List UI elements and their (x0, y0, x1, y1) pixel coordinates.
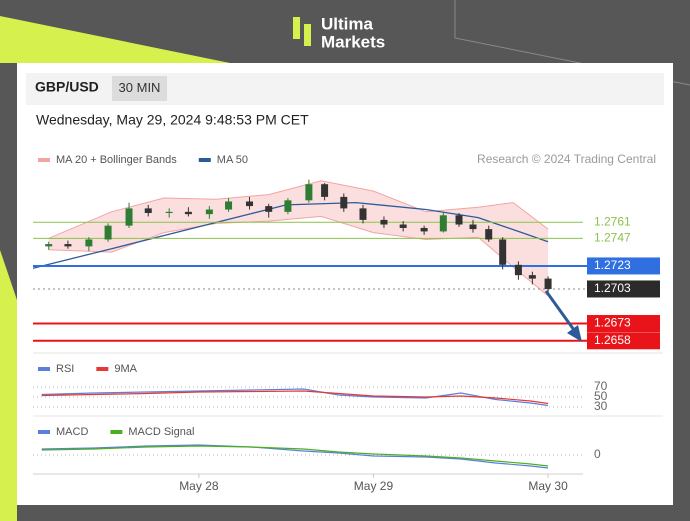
arrow-head (567, 325, 582, 342)
indicator-line (41, 390, 549, 405)
candle-body (184, 211, 192, 215)
candle-body (205, 209, 213, 215)
x-tick-label: May 29 (354, 479, 394, 493)
candle-body (144, 208, 152, 213)
level-label: 1.2673 (594, 316, 631, 330)
x-tick-label: May 28 (179, 479, 219, 493)
legend-swatch (96, 367, 109, 371)
band-lower (48, 215, 549, 297)
candle-body (165, 211, 173, 213)
legend-label: MA 20 + Bollinger Bands (56, 154, 177, 166)
y-tick-label: 0 (594, 447, 601, 461)
symbol: GBP/USD (35, 79, 99, 95)
interval: 30 MIN (119, 80, 161, 95)
candle-body (380, 219, 388, 225)
candle-body (514, 264, 522, 276)
logo-icon (293, 17, 300, 39)
candle-body (399, 224, 407, 228)
brand: Ultima (321, 14, 374, 33)
candle-body (305, 184, 313, 201)
level-box (587, 257, 660, 275)
candle-body (265, 206, 273, 212)
interval-box (112, 76, 167, 101)
legend-label: MA 50 (217, 154, 248, 166)
legend-swatch (198, 158, 211, 162)
candle-body (225, 201, 233, 210)
brand: Markets (321, 32, 385, 51)
candle-body (246, 201, 254, 207)
candle-body (64, 244, 72, 247)
candle-body (45, 244, 53, 247)
level-label: 1.2703 (594, 281, 631, 295)
candle-body (104, 225, 112, 240)
indicator-line (41, 445, 549, 467)
candle-body (528, 275, 536, 279)
candle-body (321, 184, 329, 197)
legend-label: MACD Signal (128, 426, 194, 438)
legend-label: 9MA (114, 363, 137, 375)
candle-body (340, 196, 348, 209)
ma-line (32, 201, 549, 269)
legend-label: RSI (56, 363, 74, 375)
x-tick-label: May 30 (528, 479, 568, 493)
candle-body (439, 215, 447, 232)
logo-icon (304, 24, 311, 46)
candle-body (499, 239, 507, 265)
y-tick-label: 70 (594, 379, 608, 393)
level-label: 1.2658 (594, 333, 631, 347)
y-tick-label: 50 (594, 389, 608, 403)
legend-swatch (110, 430, 123, 434)
legend-swatch (38, 367, 50, 371)
arrow (544, 290, 576, 331)
candle-body (485, 229, 493, 240)
indicator-line (41, 444, 549, 469)
legend-swatch (38, 430, 50, 434)
level-label: 1.2723 (594, 258, 631, 272)
accent (0, 250, 17, 521)
candle-body (455, 215, 463, 225)
candle-body (544, 278, 552, 289)
legend-swatch (38, 158, 50, 162)
candle-body (359, 208, 367, 220)
candle-body (125, 208, 133, 226)
credit: Research © 2024 Trading Central (477, 152, 656, 166)
plots: 1.2761 1.2747 1.2723 1.2703 1.2673 1.2658 MA 2… (32, 154, 660, 493)
level-box (587, 332, 660, 350)
level-box (587, 280, 660, 298)
candle-body (420, 227, 428, 232)
band-upper (48, 180, 549, 239)
candle-body (85, 239, 93, 247)
level-label: 1.2761 (594, 214, 631, 228)
level-box (587, 315, 660, 333)
level-label: 1.2747 (594, 230, 631, 244)
indicator-line (41, 388, 549, 407)
accent (0, 16, 230, 63)
candle-body (469, 224, 477, 230)
candle-body (284, 200, 292, 212)
y-tick-label: 30 (594, 399, 608, 413)
timestamp: Wednesday, May 29, 2024 9:48:53 PM CET (36, 112, 309, 128)
legend-label: MACD (56, 426, 88, 438)
panel (17, 63, 673, 505)
bollinger-band (48, 180, 549, 296)
